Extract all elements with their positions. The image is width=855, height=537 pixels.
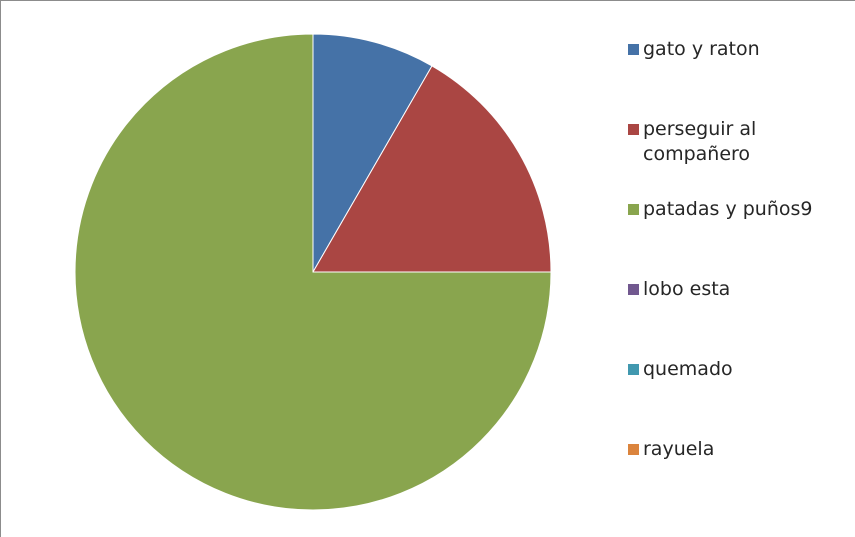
legend-label: lobo esta [643, 278, 731, 300]
pie-plot [74, 33, 552, 511]
pie-slice-gato-y-raton [312, 33, 433, 274]
legend-label: patadas y puños9 [643, 198, 813, 220]
legend-swatch [628, 284, 639, 295]
legend-label: rayuela [643, 438, 715, 460]
pie-slice-perseguir-al-compa-ero [312, 65, 552, 273]
legend-label: quemado [643, 358, 733, 380]
pie-slice-patadas-y-pu-os9 [74, 33, 552, 511]
legend-label: gato y raton [643, 38, 760, 60]
legend-label: perseguir al compañero [643, 118, 757, 165]
legend-swatch [628, 44, 639, 55]
legend-swatch [628, 444, 639, 455]
legend-swatch [628, 124, 639, 135]
legend-swatch [628, 364, 639, 375]
legend-swatch [628, 204, 639, 215]
